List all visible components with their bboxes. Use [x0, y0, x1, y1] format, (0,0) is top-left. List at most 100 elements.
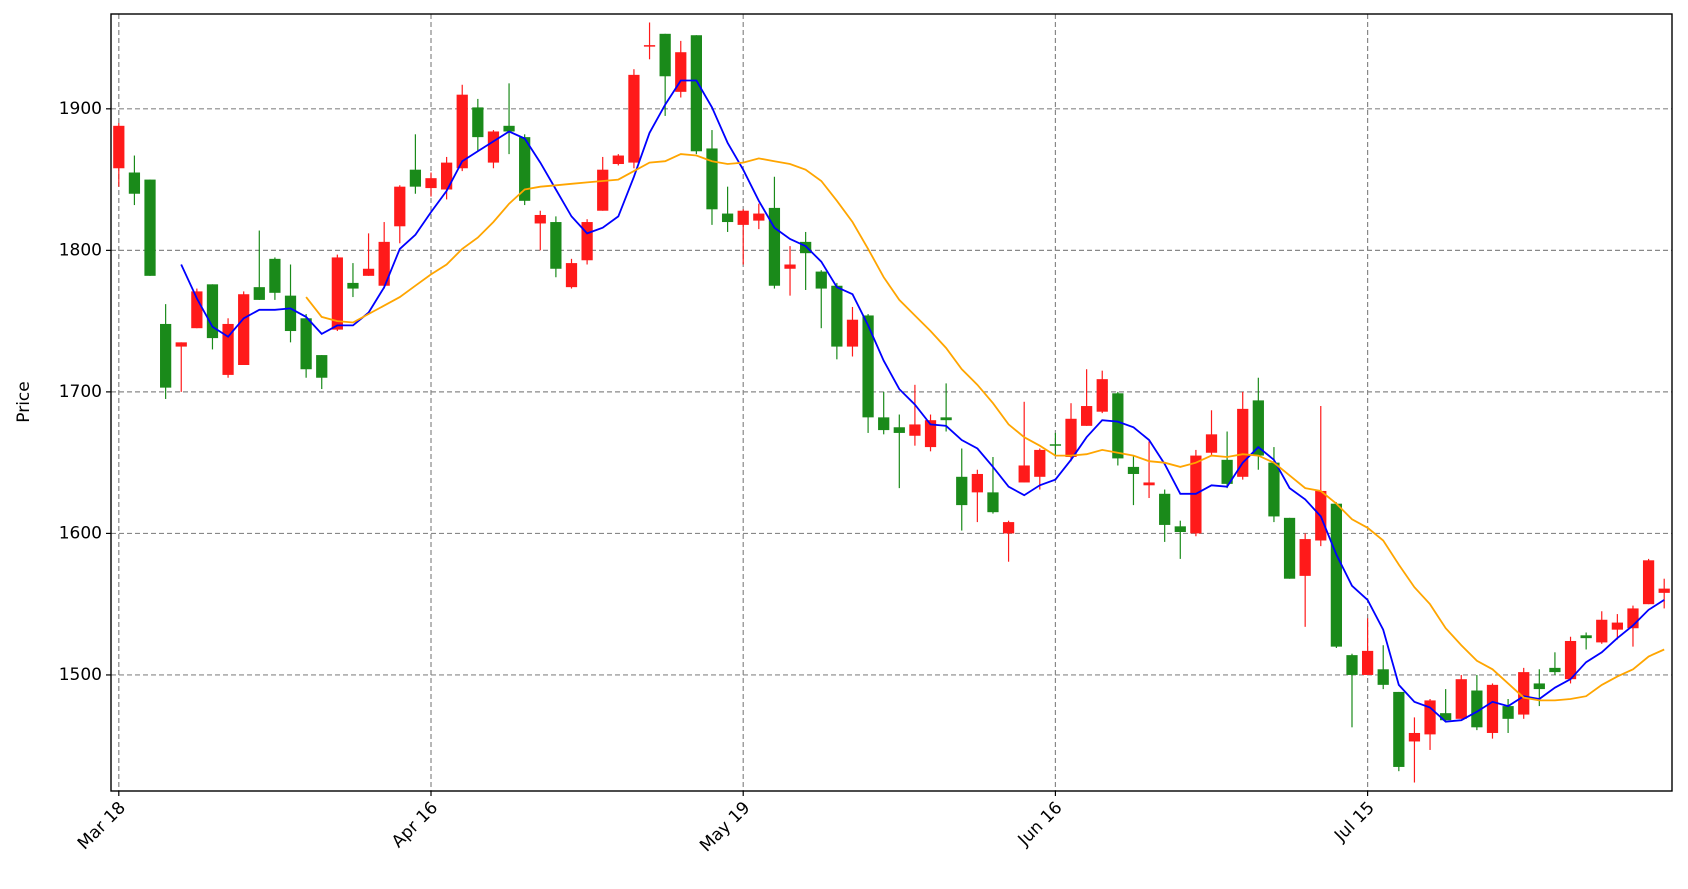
candle-body: [924, 420, 937, 448]
candle-body: [659, 33, 671, 77]
candle-body: [113, 125, 125, 169]
candle-body: [675, 52, 687, 92]
candle-body: [1018, 465, 1030, 483]
candle-body: [440, 162, 453, 190]
candle-body: [1408, 732, 1421, 742]
y-axis-label: Price: [14, 381, 34, 422]
candle-body: [1580, 635, 1592, 639]
candle-body: [503, 125, 515, 132]
candle-body: [472, 107, 484, 138]
ma-line: [180, 79, 1665, 723]
candle-body: [768, 207, 781, 286]
candle-body: [284, 295, 297, 332]
candle-body: [612, 155, 624, 165]
candle-body: [206, 284, 219, 339]
x-tick-label: Jul 15: [1330, 798, 1378, 846]
candle-body: [800, 241, 812, 254]
candle-body: [1549, 667, 1561, 673]
candle-body: [1658, 588, 1670, 593]
candle-body: [706, 148, 718, 210]
candle-body: [1596, 619, 1608, 643]
candle-body: [1143, 482, 1155, 486]
candle-body: [1471, 690, 1483, 728]
candle-body: [1502, 706, 1514, 719]
candle-body: [160, 323, 172, 388]
candle-body: [238, 294, 250, 365]
candle-body: [409, 169, 422, 187]
candle-body: [940, 417, 952, 421]
y-tick-label: 1700: [59, 382, 102, 402]
candle-body: [1518, 672, 1530, 715]
candle-body: [1377, 669, 1389, 685]
candle-body: [269, 258, 281, 293]
candle-body: [1346, 655, 1358, 675]
candle-body: [1424, 700, 1436, 735]
candle-body: [878, 417, 890, 431]
candle-body: [347, 282, 359, 289]
candle-body: [597, 169, 609, 211]
candle-body: [1096, 379, 1108, 412]
candle-body: [128, 172, 141, 194]
candle-body: [1049, 444, 1062, 446]
candle-body: [550, 222, 562, 269]
candle-body: [971, 473, 983, 493]
candle-body: [784, 264, 796, 269]
candle-body: [534, 214, 546, 224]
ma-line: [305, 153, 1665, 702]
candle-body: [956, 476, 968, 506]
candle-body: [425, 178, 437, 189]
candle-body: [1627, 608, 1639, 629]
candle-body: [1440, 713, 1452, 721]
candle-body: [300, 318, 312, 370]
candle-body: [1533, 683, 1545, 690]
candle-body: [1611, 622, 1623, 630]
candle-body: [1127, 466, 1140, 474]
y-tick-label: 1600: [59, 523, 102, 543]
x-tick-label: Jun 16: [1014, 798, 1067, 851]
x-tick-label: May 19: [696, 798, 754, 856]
candle-body: [191, 291, 203, 329]
candle-body: [1112, 393, 1124, 459]
candle-body: [1283, 517, 1296, 579]
candle-body: [519, 137, 531, 201]
candle-body: [1455, 679, 1467, 719]
candle-body: [987, 492, 999, 513]
candle-body: [394, 186, 406, 227]
candle-body: [565, 263, 578, 288]
candle-body: [1081, 406, 1093, 426]
candle-body: [1034, 449, 1046, 477]
candle-body: [144, 179, 156, 276]
plot-frame: [110, 13, 1673, 792]
candle-body: [753, 213, 765, 221]
candle-body: [690, 35, 702, 152]
candle-body: [378, 241, 390, 286]
candle-body: [1361, 650, 1374, 675]
candle-body: [487, 131, 500, 163]
y-tick-label: 1500: [59, 665, 102, 685]
candle-body: [253, 287, 265, 300]
candle-body: [331, 257, 343, 330]
candle-body: [628, 74, 640, 163]
candle-body: [316, 355, 328, 378]
y-tick-label: 1800: [59, 240, 102, 260]
candle-body: [815, 271, 827, 289]
candle-body: [1065, 418, 1077, 457]
candle-body: [456, 94, 468, 169]
candle-body: [831, 285, 843, 347]
candle-body: [643, 45, 656, 47]
candle-body: [1642, 560, 1655, 605]
x-tick-label: Apr 16: [388, 798, 442, 852]
candle-body: [721, 213, 734, 223]
candle-body: [581, 222, 593, 261]
candle-body: [1159, 493, 1171, 525]
candle-body: [1237, 408, 1249, 477]
candle-body: [1252, 400, 1264, 456]
candle-body: [1002, 522, 1015, 534]
candle-body: [1330, 503, 1343, 647]
candle-body: [909, 424, 921, 436]
candle-body: [362, 268, 375, 276]
candle-body: [737, 210, 749, 225]
y-tick-label: 1900: [59, 99, 102, 119]
candle-body: [1299, 539, 1311, 576]
